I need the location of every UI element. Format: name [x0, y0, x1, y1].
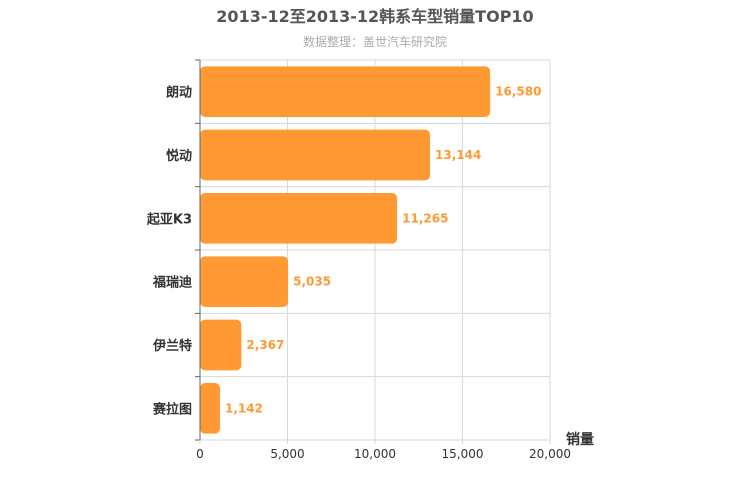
- data-label-3: 5,035: [293, 275, 331, 289]
- data-label-5: 1,142: [225, 401, 263, 415]
- x-axis-title: 销量: [566, 431, 594, 448]
- data-label-0: 16,580: [495, 85, 541, 99]
- category-label-3: 福瑞迪: [152, 275, 192, 291]
- x-tick-label-1: 5,000: [270, 447, 304, 461]
- bars: 16,580 13,144 11,265 5,035 2,367 1,142: [200, 66, 541, 434]
- data-label-4: 2,367: [246, 338, 284, 352]
- category-label-2: 起亚K3: [146, 211, 192, 227]
- category-label-1: 悦动: [166, 148, 192, 164]
- bar-5: [200, 383, 220, 434]
- bar-3: [200, 256, 289, 307]
- grid-lines: [200, 59, 551, 441]
- bar-2: [200, 193, 398, 244]
- data-label-1: 13,144: [435, 148, 481, 162]
- bar-1: [200, 129, 431, 181]
- bar-4: [200, 319, 242, 371]
- bar-0: [200, 66, 491, 117]
- chart-title: 2013-12至2013-12韩系车型销量TOP10: [216, 7, 533, 26]
- x-tick-label-2: 10,000: [354, 447, 396, 461]
- x-tick-label-4: 20,000: [529, 447, 571, 461]
- chart-subtitle: 数据整理：盖世汽车研究院: [303, 34, 447, 49]
- category-label-0: 朗动: [166, 85, 192, 101]
- x-tick-label-3: 15,000: [442, 447, 484, 461]
- x-tick-label-0: 0: [196, 447, 204, 461]
- data-label-2: 11,265: [402, 211, 448, 225]
- category-label-4: 伊兰特: [152, 338, 192, 354]
- category-label-5: 赛拉图: [152, 401, 192, 417]
